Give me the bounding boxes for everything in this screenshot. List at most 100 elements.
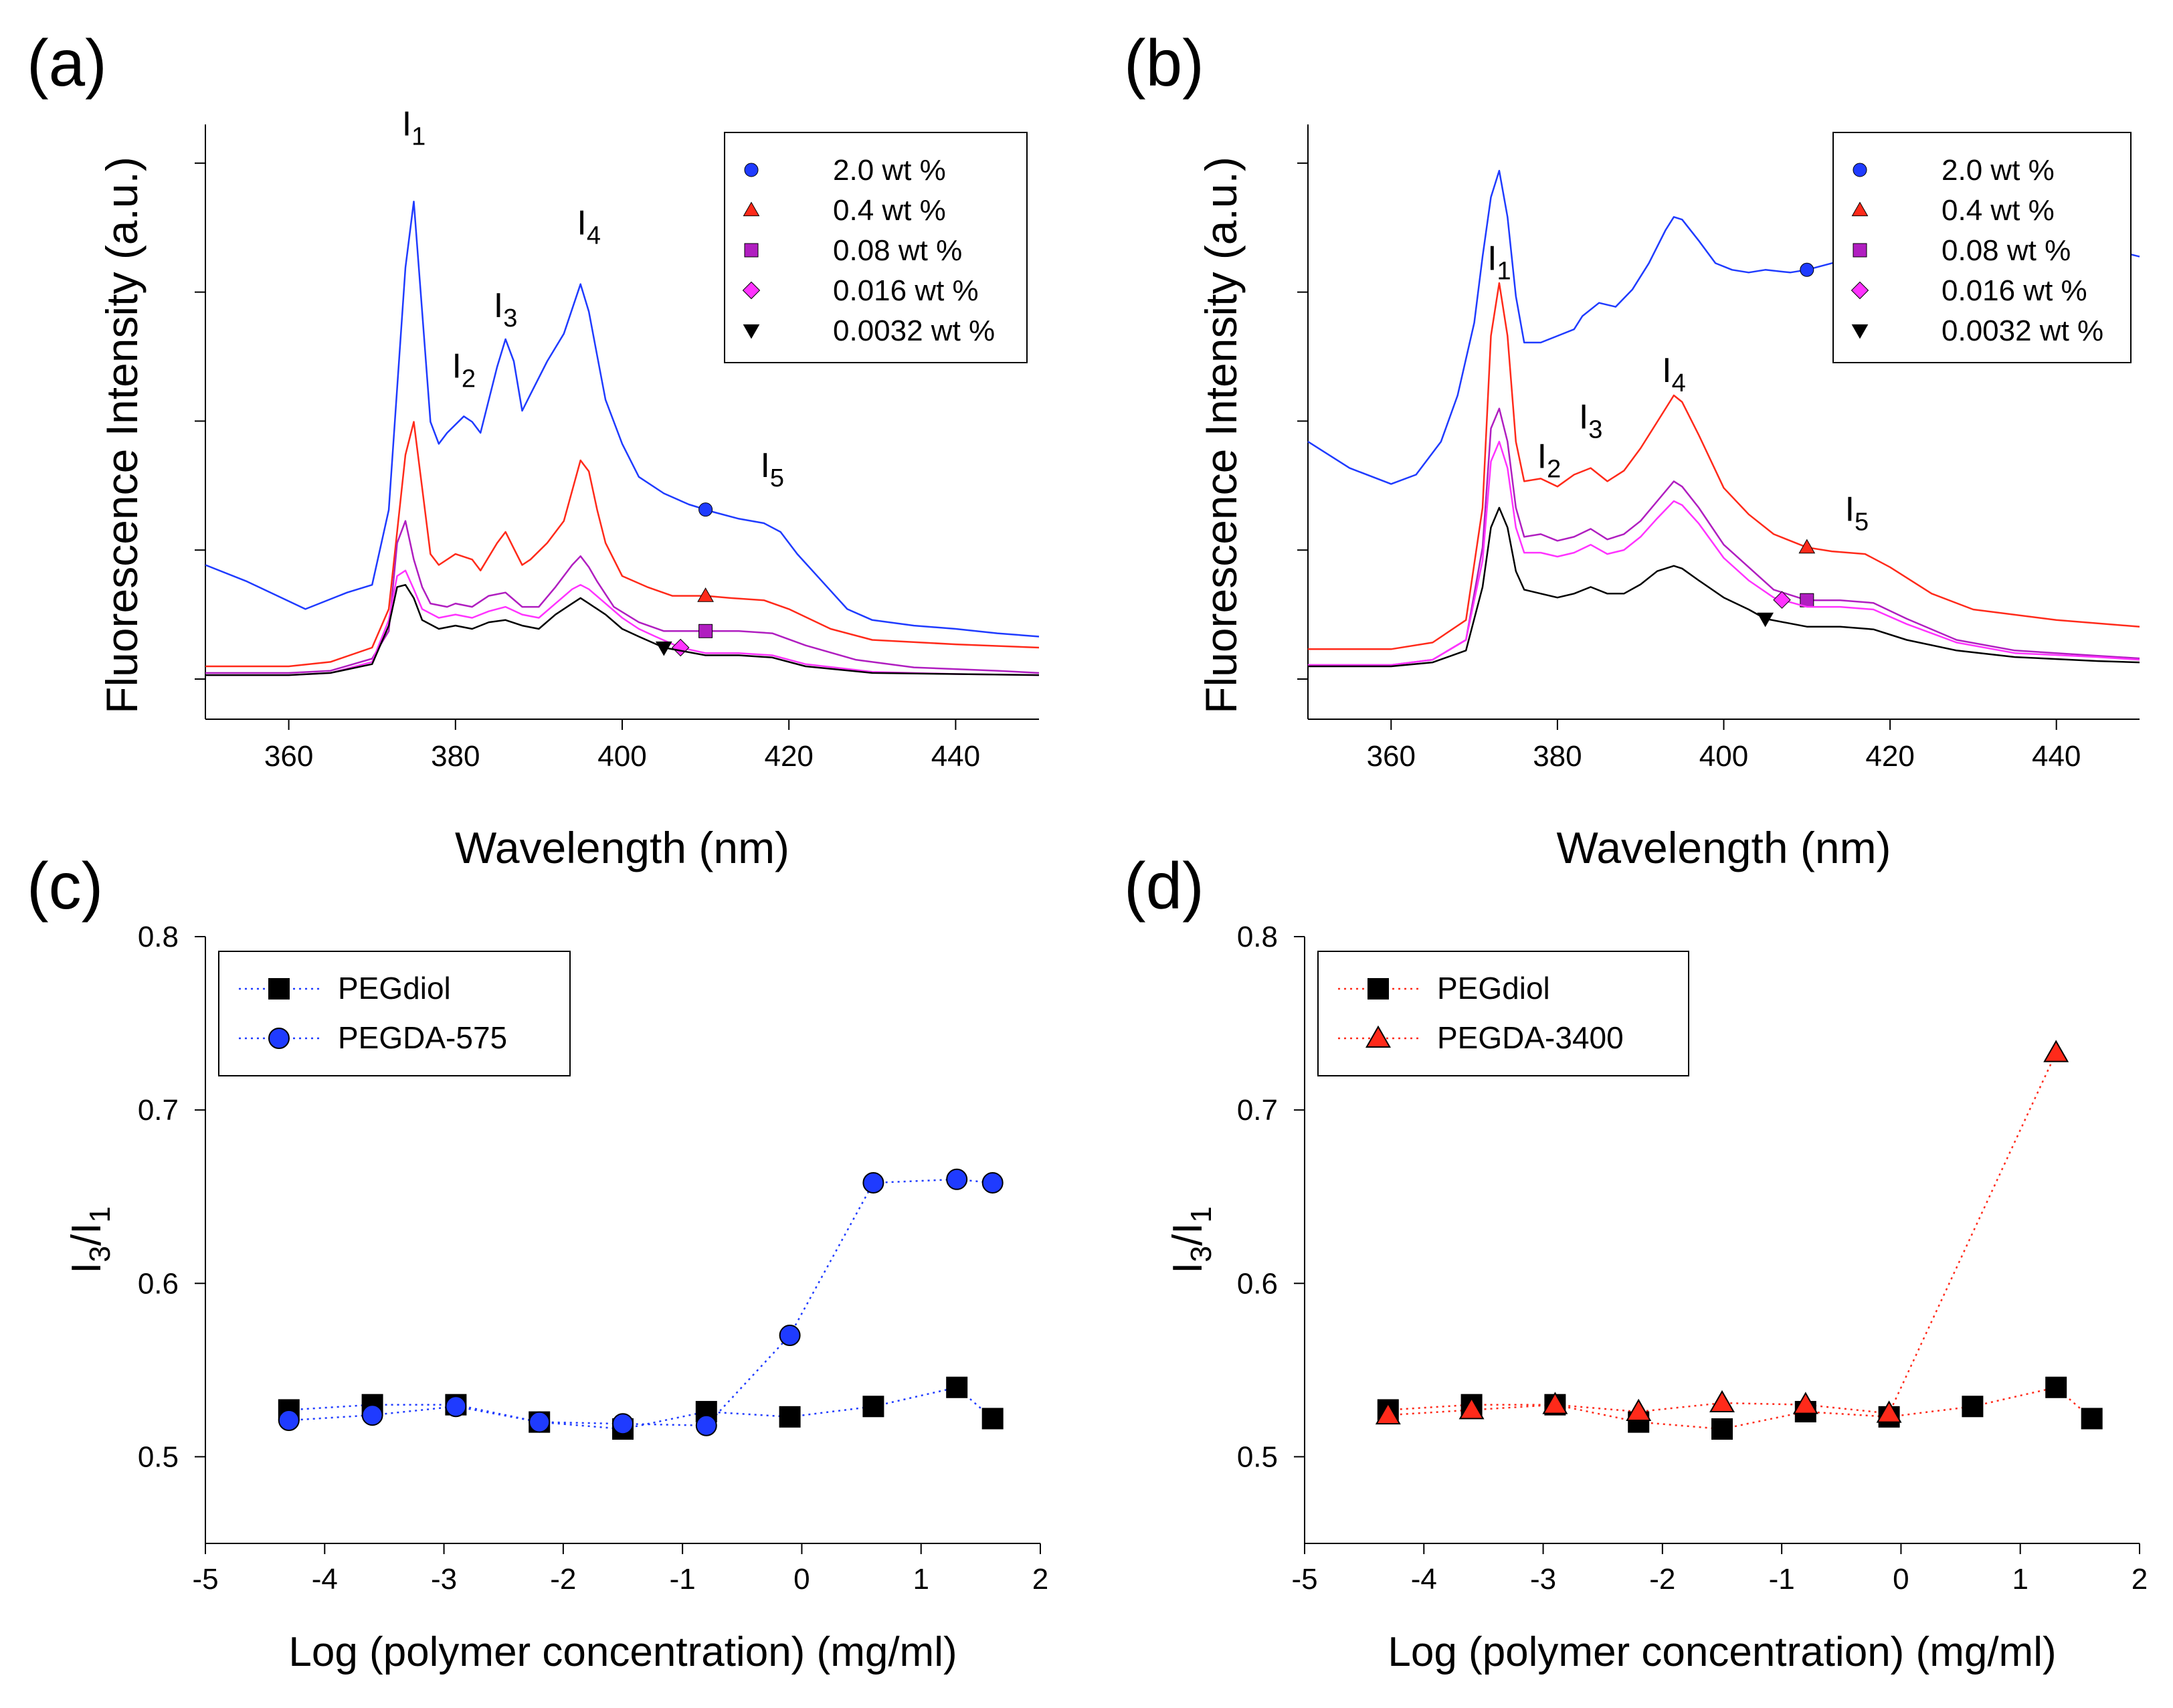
data-point-1-5	[1792, 1392, 1818, 1414]
data-point-0-9	[2081, 1408, 2103, 1430]
series-marker-0	[1800, 262, 1814, 277]
series-marker-4	[655, 641, 672, 656]
series-line-1	[205, 421, 1040, 668]
data-point-1-0	[1375, 1402, 1401, 1425]
legend-marker-4	[743, 324, 760, 339]
series-line-2	[1308, 407, 2140, 666]
x-tick-label: -4	[1411, 1563, 1437, 1596]
peak-label-1: I2	[452, 347, 476, 393]
panel-label-d: (d)	[1124, 849, 1204, 923]
x-tick-label: 1	[2012, 1563, 2028, 1596]
legend-box	[1317, 951, 1689, 1076]
series-line-2	[205, 520, 1040, 674]
legend-label-1: PEGDA-575	[338, 1020, 507, 1055]
data-point-1-7	[862, 1171, 884, 1194]
data-point-1-0	[278, 1410, 300, 1432]
x-tick-label: -2	[550, 1563, 576, 1596]
peak-label-subscript: 1	[1497, 257, 1511, 285]
x-tick-label: -3	[1530, 1563, 1556, 1596]
legend: 2.0 wt % 0.4 wt % 0.08 wt % 0.016 wt % 0.003…	[1832, 132, 2132, 363]
legend-marker-1	[1851, 201, 1869, 217]
peak-label-subscript: 4	[1672, 369, 1686, 397]
y-axis-label: I3/I1	[1165, 1206, 1218, 1274]
data-point-0-7	[862, 1396, 884, 1418]
data-point-1-5	[695, 1414, 717, 1436]
x-tick-label: 360	[1367, 740, 1416, 773]
legend-label-3: 0.016 wt %	[833, 274, 979, 307]
legend-marker-0	[744, 163, 759, 177]
legend-marker-2	[1853, 243, 1867, 258]
y-axis-label-part: I	[1165, 1262, 1211, 1274]
y-axis-label: I3/I1	[64, 1206, 116, 1274]
series-marker-2	[698, 624, 713, 638]
x-tick-label: 2	[2132, 1563, 2148, 1596]
x-tick-label: 360	[264, 740, 313, 773]
peak-label-1: I2	[1537, 438, 1562, 484]
legend: PEGdiol PEGDA-575	[218, 951, 571, 1076]
series-marker-4	[1757, 612, 1774, 628]
data-point-1-2	[1542, 1392, 1568, 1414]
legend-label-1: 0.4 wt %	[1942, 194, 2055, 227]
legend-label-1: PEGDA-3400	[1437, 1020, 1624, 1055]
series-line-4	[205, 583, 1040, 676]
legend-label-4: 0.0032 wt %	[833, 314, 995, 347]
legend-box	[1832, 132, 2132, 363]
peak-label-base: I	[1537, 438, 1547, 476]
x-tick-label: -5	[192, 1563, 218, 1596]
peak-label-3: I4	[1662, 351, 1686, 397]
y-tick-label: 0.6	[1237, 1267, 1278, 1300]
peak-label-subscript: 1	[411, 122, 426, 151]
peak-label-0: I1	[1487, 239, 1511, 285]
x-tick-label: 400	[597, 740, 646, 773]
panel-d: -5 -4 -3 -2 -1 0 1 2 0.5 0.6 0.7 0.8 Log (polymer co…	[1165, 921, 2148, 1675]
y-axis-label: Fluorescence Intensity (a.u.)	[1196, 157, 1246, 714]
x-axis-label: Log (polymer concentration) (mg/ml)	[1388, 1629, 2056, 1675]
legend-label-3: 0.016 wt %	[1942, 274, 2087, 307]
series-line-3	[205, 569, 1040, 676]
peak-label-base: I	[577, 204, 586, 243]
x-tick-label: 440	[931, 740, 980, 773]
series-marker-0	[698, 502, 713, 517]
panel-label-c: (c)	[27, 849, 103, 923]
legend-marker-0	[1367, 978, 1389, 1000]
legend-label-0: PEGdiol	[338, 971, 451, 1006]
peak-label-base: I	[1487, 239, 1497, 278]
peak-label-4: I5	[760, 446, 784, 492]
data-point-0-6	[779, 1406, 801, 1428]
legend-box	[724, 132, 1028, 363]
data-point-1-8	[946, 1168, 968, 1190]
legend-marker-4	[1851, 324, 1869, 339]
peak-label-3: I4	[577, 204, 601, 250]
legend-marker-0	[1853, 163, 1867, 177]
x-tick-label: 400	[1699, 740, 1748, 773]
panel-c: -5 -4 -3 -2 -1 0 1 2 0.5 0.6 0.7 0.8 Log (polymer co…	[64, 921, 1048, 1675]
series-line-1	[1388, 1052, 2057, 1416]
legend-marker-3	[1851, 281, 1869, 300]
y-axis-label-part: /	[1165, 1234, 1211, 1246]
y-axis-label-part: 1	[84, 1206, 116, 1222]
x-tick-label: 420	[1865, 740, 1914, 773]
data-point-0-8	[946, 1376, 968, 1398]
series-line-4	[1308, 506, 2140, 668]
peak-label-subscript: 2	[1547, 456, 1561, 484]
data-point-1-4	[612, 1413, 634, 1435]
data-point-1-3	[529, 1411, 551, 1433]
legend-label-0: 2.0 wt %	[833, 154, 946, 187]
x-tick-label: -1	[670, 1563, 696, 1596]
y-axis-label-part: 3	[84, 1246, 116, 1262]
peak-label-subscript: 4	[587, 222, 601, 250]
legend-marker-3	[742, 281, 761, 300]
data-point-0-9	[981, 1408, 1004, 1430]
peak-label-subscript: 2	[462, 365, 476, 393]
x-tick-label: 0	[793, 1563, 810, 1596]
peak-label-subscript: 5	[1855, 508, 1869, 537]
data-point-1-1	[1458, 1397, 1485, 1420]
data-point-1-7	[2043, 1040, 2069, 1062]
legend-label-0: PEGdiol	[1437, 971, 1550, 1006]
data-point-1-2	[445, 1396, 467, 1418]
peak-label-subscript: 3	[503, 304, 517, 333]
peak-label-subscript: 3	[1588, 415, 1602, 444]
data-point-1-3	[1626, 1398, 1652, 1421]
legend-marker-0	[268, 978, 290, 1000]
x-tick-label: -3	[431, 1563, 457, 1596]
